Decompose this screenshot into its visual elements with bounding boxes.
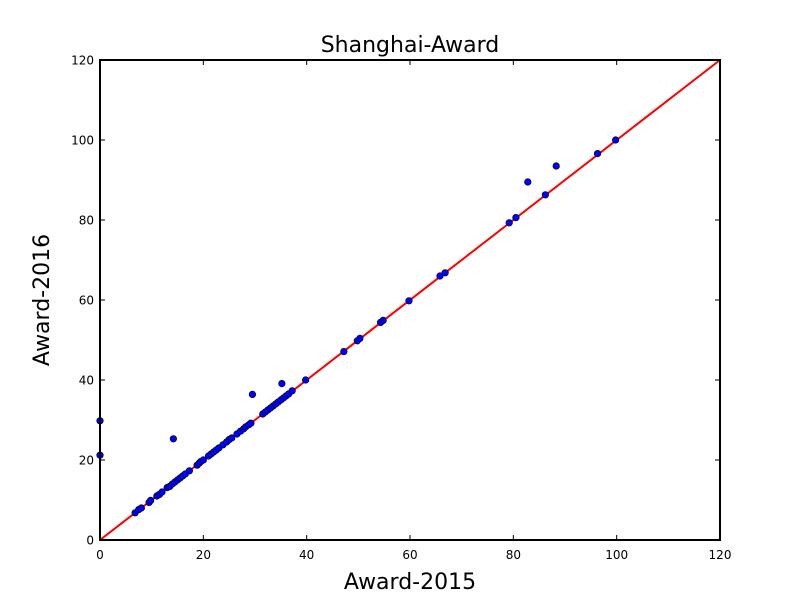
data-point — [436, 272, 444, 280]
x-tick-label: 20 — [196, 548, 211, 562]
y-tick-label: 0 — [86, 534, 94, 548]
data-point — [612, 136, 620, 144]
data-point — [288, 387, 296, 395]
data-point — [278, 380, 286, 388]
y-tick-label: 120 — [71, 54, 94, 68]
data-point — [441, 269, 449, 277]
data-point — [405, 297, 413, 305]
data-point — [247, 419, 255, 427]
y-tick-label: 60 — [79, 294, 94, 308]
plot-frame — [99, 59, 721, 541]
x-tick-label: 80 — [506, 548, 521, 562]
data-point — [248, 390, 257, 399]
data-point — [185, 467, 193, 475]
data-point — [340, 348, 348, 356]
chart-title: Shanghai-Award — [321, 33, 500, 58]
y-tick-label: 100 — [71, 134, 94, 148]
x-axis-label: Award-2015 — [344, 570, 476, 595]
x-tick-label: 40 — [299, 548, 314, 562]
x-tick-label: 120 — [709, 548, 732, 562]
data-point — [541, 191, 549, 199]
data-point — [379, 316, 387, 325]
data-point — [228, 434, 236, 442]
data-point — [593, 150, 602, 158]
data-point — [137, 504, 145, 512]
data-point — [169, 435, 177, 443]
data-point — [552, 162, 560, 170]
ticks-layer: 0 20 40 60 80 100 120 0 20 40 60 80 100 120 — [71, 54, 731, 563]
data-point — [199, 456, 207, 464]
data-point — [302, 376, 310, 384]
data-point — [147, 496, 155, 505]
y-tick-label: 40 — [79, 374, 94, 388]
x-tick-label: 100 — [605, 548, 628, 562]
x-tick-label: 60 — [402, 548, 417, 562]
data-point — [505, 219, 513, 227]
data-point — [512, 214, 520, 222]
data-point — [356, 334, 364, 343]
y-axis-label: Award-2016 — [30, 234, 55, 366]
x-tick-label: 0 — [96, 548, 104, 562]
data-point — [158, 488, 166, 496]
y-tick-label: 80 — [79, 214, 94, 228]
points-layer — [96, 136, 620, 517]
y-tick-label: 20 — [79, 454, 94, 468]
data-point — [524, 178, 532, 186]
